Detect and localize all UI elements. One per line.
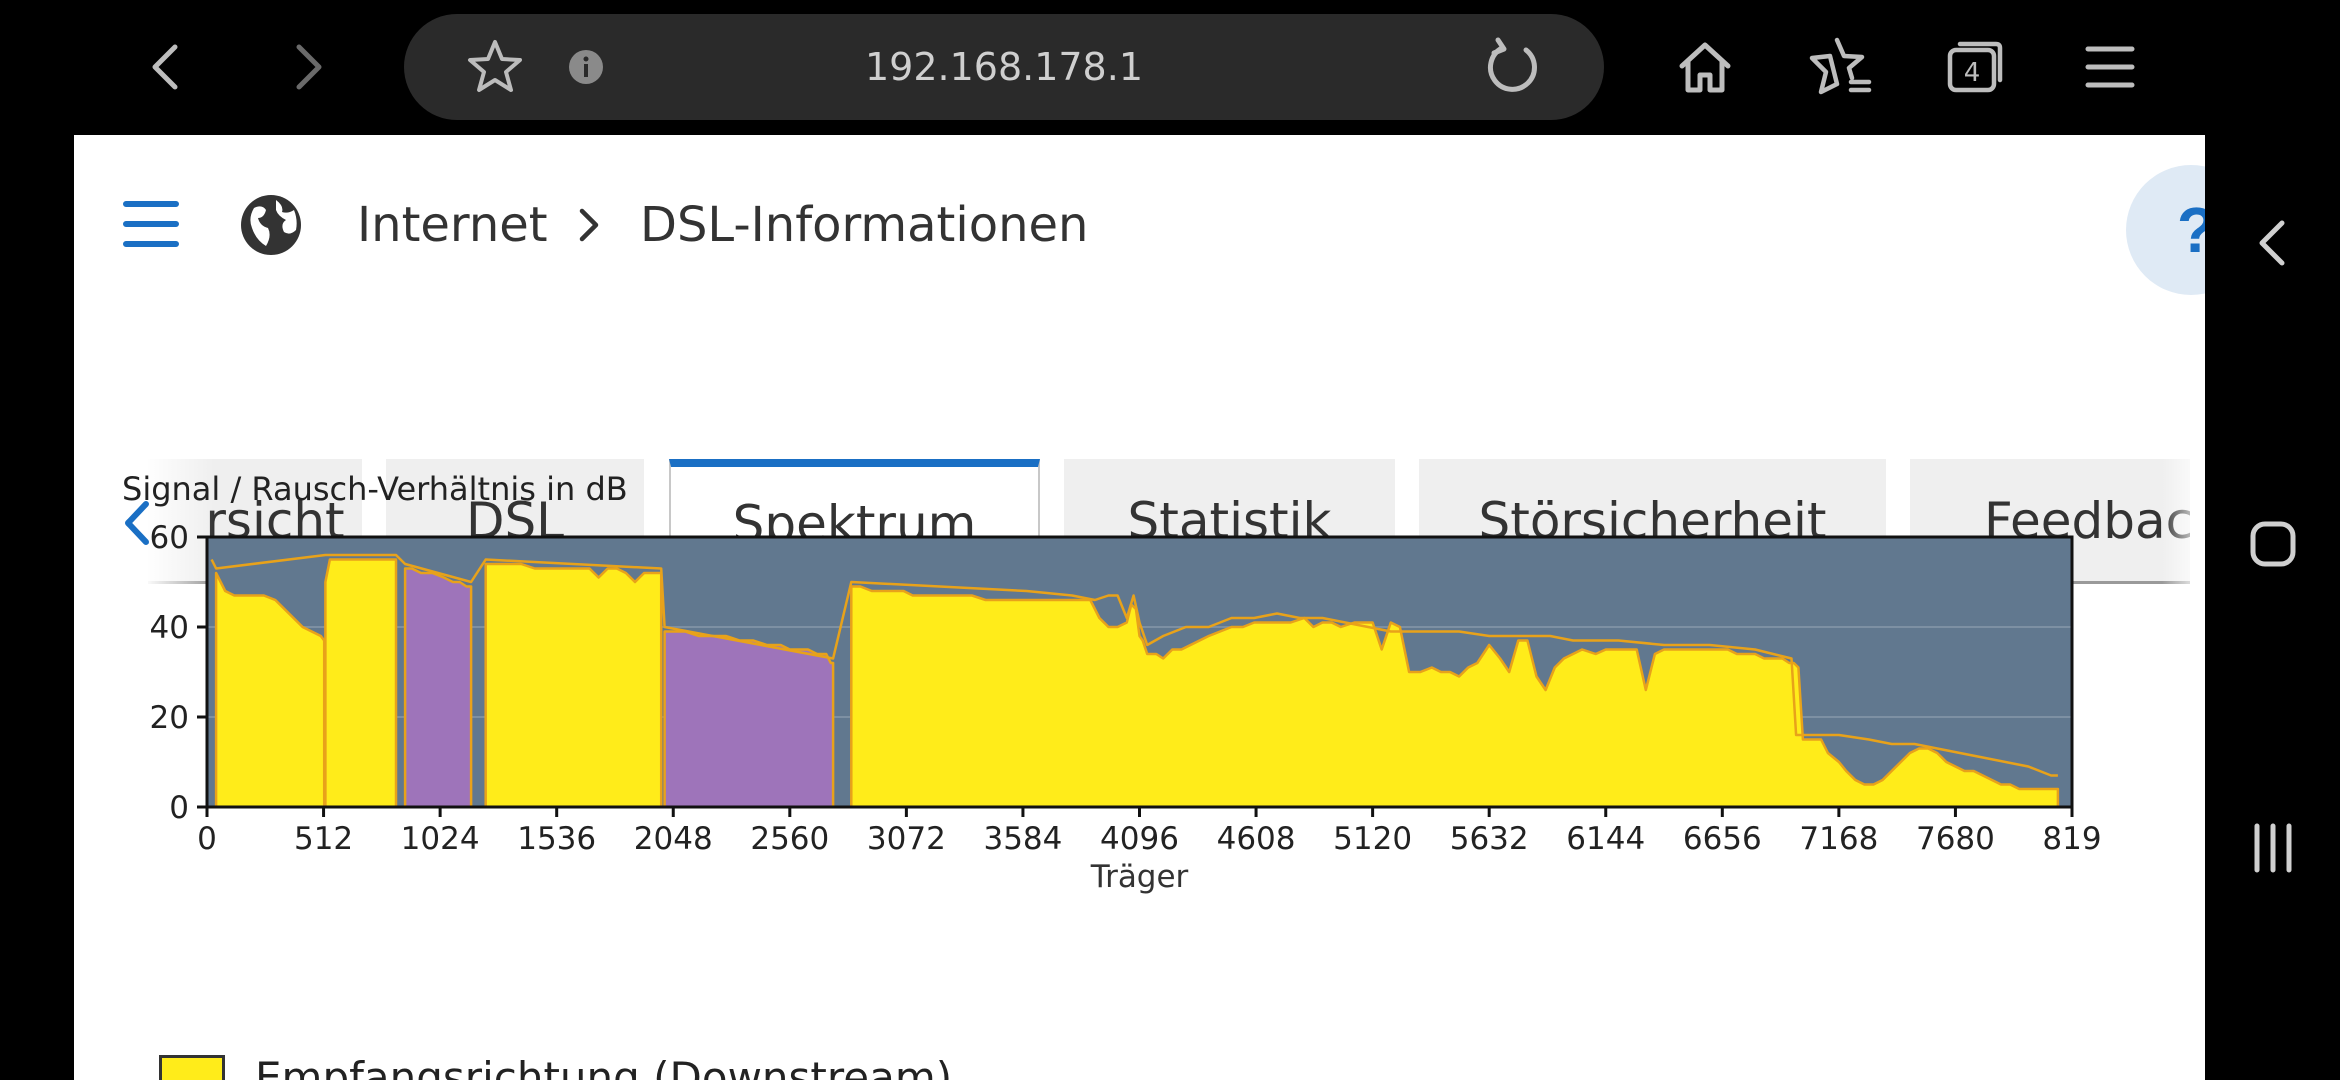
x-tick-label: 3072 [867, 821, 946, 857]
legend-label-downstream: Empfangsrichtung (Downstream) [255, 1053, 953, 1080]
plot-series-group [210, 553, 2060, 807]
x-tick-label: 512 [294, 821, 353, 857]
reference-line [210, 553, 2058, 777]
x-tick-label: 5120 [1333, 821, 1412, 857]
legend-swatch-downstream[interactable] [159, 1055, 225, 1080]
hamburger-menu-icon[interactable] [122, 198, 180, 255]
menu-icon[interactable] [2065, 22, 2155, 112]
upstream-area-0 [403, 567, 473, 807]
x-tick-label: 0 [197, 821, 217, 857]
x-tick-label: 1536 [517, 821, 596, 857]
browser-toolbar: 192.168.178.1 4 [0, 0, 2340, 135]
upstream-area-1 [663, 630, 835, 807]
tab-fade-left [74, 459, 214, 584]
x-tick-label: 4096 [1100, 821, 1179, 857]
y-tick-label: 0 [169, 790, 189, 826]
system-navigation-bar [2205, 135, 2340, 1080]
svg-text:4: 4 [1964, 58, 1981, 88]
nav-back-icon[interactable] [2225, 195, 2320, 290]
x-tick-label: 6656 [1683, 821, 1762, 857]
globe-icon [238, 192, 304, 263]
x-tick-label: 7168 [1799, 821, 1878, 857]
page: Internet DSL-Informationen ? rsicht DSL … [74, 135, 2205, 1080]
bookmarks-icon[interactable] [1795, 22, 1885, 112]
downstream-area-3 [850, 585, 2060, 807]
x-tick-label: 7680 [1916, 821, 1995, 857]
x-tick-label: 6144 [1566, 821, 1645, 857]
page-title: DSL-Informationen [640, 197, 1089, 253]
downstream-area-0 [214, 571, 326, 807]
x-tick-label: 1024 [401, 821, 480, 857]
star-icon[interactable] [450, 22, 540, 112]
tab-bar: rsicht DSL Spektrum Statistik Störsicher… [74, 320, 2205, 587]
tabs-icon[interactable]: 4 [1930, 22, 2020, 112]
y-tick-label: 20 [150, 700, 189, 736]
x-tick-label: 3584 [983, 821, 1062, 857]
downstream-area-1 [324, 558, 398, 807]
y-tick-label: 60 [150, 520, 189, 556]
x-tick-label: 819 [2042, 821, 2101, 857]
downstream-area-2 [484, 562, 663, 807]
snr-chart: 0 20 40 60 0 512 1024 1536 2048 2560 3072 3584 4096 4… [150, 520, 2102, 895]
address-bar[interactable]: 192.168.178.1 [404, 14, 1604, 120]
x-tick-label: 2048 [634, 821, 713, 857]
x-tick-label: 5632 [1450, 821, 1529, 857]
url-text: 192.168.178.1 [864, 45, 1143, 89]
breadcrumb: Internet DSL-Informationen [74, 180, 2205, 270]
y-tick-label: 40 [150, 610, 189, 646]
x-tick-label: 2560 [750, 821, 829, 857]
help-button[interactable]: ? [2126, 165, 2205, 295]
nav-recents-icon[interactable] [2225, 800, 2320, 895]
info-icon[interactable] [541, 22, 631, 112]
reload-icon[interactable] [1468, 22, 1558, 112]
home-icon[interactable] [1660, 22, 1750, 112]
tab-scroll-left-icon[interactable] [118, 498, 158, 553]
x-tick-label: 4608 [1217, 821, 1296, 857]
x-axis-label: Träger [1090, 859, 1189, 895]
breadcrumb-section[interactable]: Internet [357, 197, 548, 253]
help-icon: ? [2126, 165, 2205, 295]
forward-icon[interactable] [262, 22, 352, 112]
chevron-right-icon [574, 205, 604, 250]
tab-fade-right [2162, 459, 2205, 584]
nav-home-icon[interactable] [2225, 496, 2320, 591]
chart-title: Signal / Rausch-Verhältnis in dB [122, 470, 628, 508]
back-icon[interactable] [122, 22, 212, 112]
